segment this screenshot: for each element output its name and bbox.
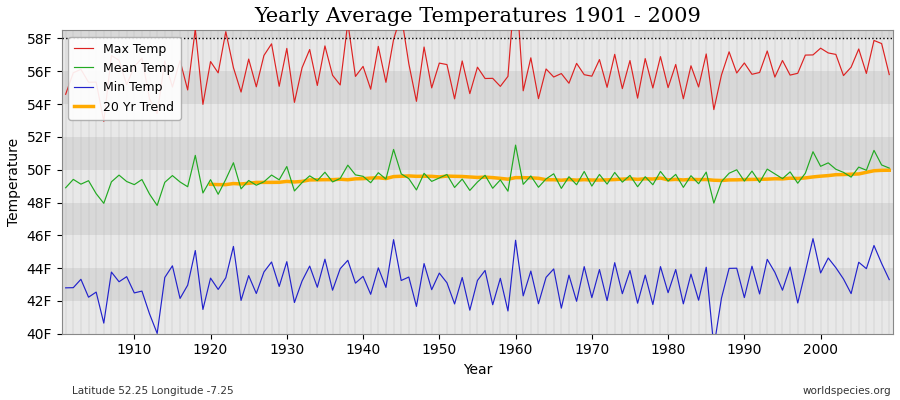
Bar [62, 104, 893, 137]
20 Yr Trend [205, 182, 216, 187]
Min Temp [708, 345, 719, 350]
Min Temp [122, 274, 132, 279]
Bar [62, 137, 893, 170]
Max Temp [98, 119, 109, 124]
Min Temp [502, 308, 513, 313]
Text: worldspecies.org: worldspecies.org [803, 386, 891, 396]
Line: Min Temp: Min Temp [66, 239, 889, 348]
Min Temp [884, 277, 895, 282]
Mean Temp [526, 174, 536, 178]
Max Temp [518, 88, 528, 93]
20 Yr Trend [418, 174, 429, 179]
Max Temp [526, 56, 536, 60]
Text: Latitude 52.25 Longitude -7.25: Latitude 52.25 Longitude -7.25 [72, 386, 234, 396]
Mean Temp [510, 143, 521, 148]
Mean Temp [884, 166, 895, 170]
Mean Temp [616, 180, 627, 184]
Mean Temp [297, 180, 308, 185]
Min Temp [602, 298, 613, 303]
20 Yr Trend [686, 177, 697, 182]
Mean Temp [60, 185, 71, 190]
Legend: Max Temp, Mean Temp, Min Temp, 20 Yr Trend: Max Temp, Mean Temp, Min Temp, 20 Yr Tre… [68, 36, 181, 120]
Bar [62, 170, 893, 202]
Min Temp [289, 300, 300, 305]
Bar [62, 202, 893, 235]
Bar [62, 268, 893, 301]
Bar [62, 38, 893, 71]
Mean Temp [518, 182, 528, 187]
Mean Temp [342, 163, 353, 168]
Line: Mean Temp: Mean Temp [66, 145, 889, 206]
Mean Temp [152, 203, 163, 208]
Bar [62, 235, 893, 268]
Max Temp [616, 86, 627, 91]
Min Temp [510, 238, 521, 243]
Bar [62, 71, 893, 104]
20 Yr Trend [212, 182, 223, 187]
X-axis label: Year: Year [463, 363, 492, 377]
Min Temp [807, 236, 818, 241]
Min Temp [335, 266, 346, 271]
Min Temp [60, 286, 71, 290]
Mean Temp [122, 179, 132, 184]
20 Yr Trend [304, 178, 315, 182]
Max Temp [297, 65, 308, 70]
Max Temp [129, 64, 140, 69]
20 Yr Trend [861, 170, 872, 175]
20 Yr Trend [792, 176, 803, 181]
20 Yr Trend [884, 168, 895, 173]
Line: 20 Yr Trend: 20 Yr Trend [211, 170, 889, 185]
20 Yr Trend [777, 176, 788, 181]
Max Temp [884, 72, 895, 77]
Max Temp [60, 92, 71, 97]
Bar [62, 6, 893, 38]
Y-axis label: Temperature: Temperature [7, 138, 21, 226]
Title: Yearly Average Temperatures 1901 - 2009: Yearly Average Temperatures 1901 - 2009 [254, 7, 701, 26]
Line: Max Temp: Max Temp [66, 0, 889, 121]
Bar [62, 301, 893, 334]
Max Temp [342, 20, 353, 25]
